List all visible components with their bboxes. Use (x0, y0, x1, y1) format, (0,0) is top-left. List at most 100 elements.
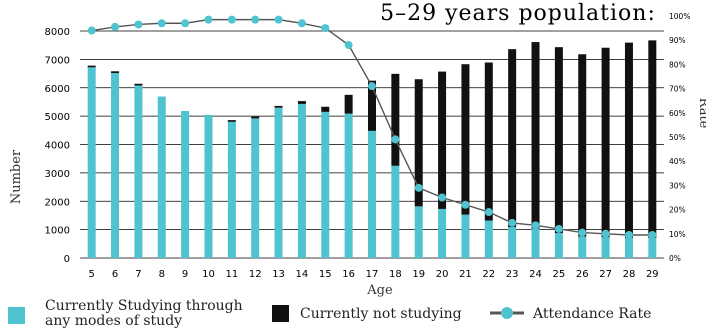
right-axis-ticks: 0% 10% 20% 30% 40% 50% 60% 70% 80% 90% 100% (669, 12, 690, 263)
y-tick-label: 2000 (45, 197, 70, 208)
y2-tick-label: 100% (669, 12, 690, 21)
attendance-point-age-14 (297, 19, 306, 28)
attendance-point-age-8 (157, 19, 166, 28)
bar-studying-age-21 (461, 214, 470, 258)
attendance-point-age-7 (134, 20, 143, 29)
x-tick-label: 20 (436, 269, 449, 280)
attendance-point-age-9 (181, 19, 190, 28)
bar-studying-age-8 (157, 96, 166, 258)
y2-tick-label: 40% (669, 157, 686, 166)
y-tick-label: 8000 (45, 27, 70, 38)
y2-tick-label: 20% (669, 206, 686, 215)
attendance-point-age-22 (484, 208, 493, 217)
x-tick-label: 22 (482, 269, 495, 280)
bar-not-studying-age-27 (601, 47, 610, 238)
attendance-point-age-20 (438, 193, 447, 202)
y2-axis-title: Rate (696, 98, 706, 129)
x-axis-ticks: 5 6 7 8 9 10 11 12 13 14 15 16 17 18 19 20 21 22 23 24 25 26 2… (88, 269, 658, 280)
x-axis-title: Age (366, 283, 393, 298)
bar-studying-age-23 (508, 227, 517, 258)
bar-studying-age-18 (391, 165, 400, 258)
bars (87, 40, 657, 259)
y2-tick-label: 10% (669, 230, 686, 239)
x-tick-label: 18 (389, 269, 402, 280)
bar-not-studying-age-23 (508, 49, 517, 228)
bar-not-studying-age-18 (391, 73, 400, 166)
bar-studying-age-22 (484, 220, 493, 258)
bar-studying-age-29 (648, 237, 657, 258)
attendance-point-age-24 (531, 221, 540, 230)
attendance-point-age-12 (251, 15, 260, 24)
x-tick-label: 12 (249, 269, 262, 280)
y-tick-label: 5000 (45, 112, 70, 123)
x-tick-label: 15 (319, 269, 332, 280)
attendance-point-age-23 (508, 218, 517, 227)
bar-studying-age-25 (554, 233, 563, 258)
bar-not-studying-age-12 (251, 116, 260, 119)
y2-tick-label: 70% (669, 85, 686, 94)
bar-not-studying-age-28 (624, 42, 633, 238)
x-tick-label: 19 (412, 269, 425, 280)
y-tick-label: 0 (64, 254, 70, 265)
bar-studying-age-17 (368, 130, 376, 258)
bar-studying-age-14 (297, 103, 306, 258)
bar-not-studying-age-29 (648, 40, 657, 238)
bar-studying-age-24 (531, 228, 540, 258)
attendance-point-age-19 (414, 183, 423, 192)
attendance-point-age-21 (461, 200, 470, 209)
attendance-rate-line (87, 15, 657, 240)
bar-studying-age-15 (321, 111, 330, 259)
bar-not-studying-age-21 (461, 64, 470, 215)
x-tick-label: 8 (159, 269, 165, 280)
bar-not-studying-age-16 (344, 94, 353, 114)
x-tick-label: 28 (623, 269, 636, 280)
bar-studying-age-5 (87, 67, 96, 258)
legend-label-studying-line-1: Currently Studying through (45, 298, 243, 314)
x-tick-label: 10 (202, 269, 215, 280)
attendance-point-age-15 (321, 24, 330, 33)
bar-studying-age-27 (601, 237, 610, 258)
x-tick-label: 29 (646, 269, 659, 280)
attendance-point-age-25 (554, 224, 563, 233)
bar-studying-age-12 (251, 118, 260, 259)
x-tick-label: 25 (553, 269, 566, 280)
bar-studying-age-6 (111, 72, 120, 259)
left-axis-ticks: 0 1000 2000 3000 4000 5000 6000 7000 8000 (45, 27, 70, 265)
legend-swatch-studying (8, 307, 25, 324)
x-tick-label: 6 (112, 269, 118, 280)
bar-not-studying-age-11 (227, 120, 236, 122)
bar-studying-age-11 (227, 121, 236, 258)
x-tick-label: 13 (272, 269, 285, 280)
x-tick-label: 5 (88, 269, 94, 280)
y-tick-label: 1000 (45, 226, 70, 237)
attendance-point-age-13 (274, 15, 283, 24)
x-tick-label: 21 (459, 269, 472, 280)
attendance-point-age-27 (601, 229, 610, 238)
bar-not-studying-age-5 (87, 65, 96, 68)
bar-not-studying-age-20 (438, 71, 447, 209)
bar-not-studying-age-14 (297, 101, 306, 104)
y-tick-label: 6000 (45, 84, 70, 95)
x-tick-label: 23 (506, 269, 519, 280)
bar-not-studying-age-6 (111, 71, 120, 73)
bar-studying-age-16 (344, 113, 353, 258)
bar-studying-age-28 (624, 237, 633, 258)
attendance-point-age-5 (87, 26, 96, 35)
bar-not-studying-age-26 (578, 54, 587, 237)
bar-not-studying-age-7 (134, 83, 143, 86)
legend: Currently Studying through any modes of … (8, 298, 651, 329)
y2-tick-label: 0% (669, 254, 681, 263)
x-tick-label: 17 (366, 269, 379, 280)
y2-tick-label: 50% (669, 133, 686, 142)
attendance-point-age-10 (204, 15, 213, 24)
y2-tick-label: 30% (669, 181, 686, 190)
y-tick-label: 3000 (45, 169, 70, 180)
bar-not-studying-age-17 (368, 80, 376, 131)
y-tick-label: 4000 (45, 141, 70, 152)
bar-not-studying-age-24 (531, 42, 540, 229)
y-tick-label: 7000 (45, 55, 70, 66)
bar-studying-age-10 (204, 114, 213, 259)
x-tick-label: 11 (225, 269, 238, 280)
bar-not-studying-age-13 (274, 105, 283, 108)
x-tick-label: 7 (135, 269, 141, 280)
